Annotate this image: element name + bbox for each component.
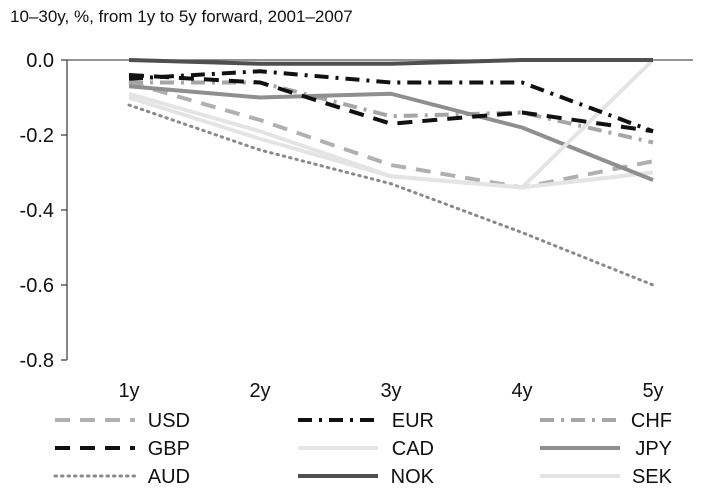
legend-label-nok: NOK (391, 466, 435, 488)
series-line-chf (129, 80, 654, 145)
series-line-cad (128, 95, 654, 190)
legend-label-chf: CHF (631, 410, 672, 432)
legend-label-cad: CAD (392, 438, 434, 460)
legend-label-sek: SEK (632, 466, 673, 488)
legend-label-jpy: JPY (635, 438, 672, 460)
chart-subtitle: 10–30y, %, from 1y to 5y forward, 2001–2… (10, 7, 353, 26)
series-line-eur (128, 69, 654, 134)
legend-label-usd: USD (148, 410, 190, 432)
series-line-usd (128, 80, 654, 190)
y-tick-label: -0.4 (20, 200, 54, 222)
chart-legend: USD EUR CHF GBP CAD JPY AUD NOK SEK (53, 410, 673, 488)
x-tick-label: 2y (249, 380, 270, 402)
x-tick-label: 5y (642, 380, 663, 402)
x-tick-label: 1y (118, 380, 139, 402)
series-line-gbp (128, 73, 654, 134)
series-line-nok (128, 58, 653, 66)
x-tick-label: 4y (511, 380, 532, 402)
series-layer (127, 58, 655, 287)
chart-axes: 0.0 -0.2 -0.4 -0.6 -0.8 1y 2y 3y 4y 5y (20, 50, 693, 402)
y-tick-label: -0.8 (20, 350, 54, 372)
legend-label-eur: EUR (392, 410, 434, 432)
y-tick-label: -0.2 (20, 125, 54, 147)
series-line-aud (127, 103, 655, 287)
legend-label-aud: AUD (148, 466, 190, 488)
series-line-sek (128, 58, 655, 190)
y-tick-label: -0.6 (20, 275, 54, 297)
x-tick-label: 3y (380, 380, 401, 402)
y-tick-label: 0.0 (26, 50, 54, 72)
legend-label-gbp: GBP (148, 438, 190, 460)
